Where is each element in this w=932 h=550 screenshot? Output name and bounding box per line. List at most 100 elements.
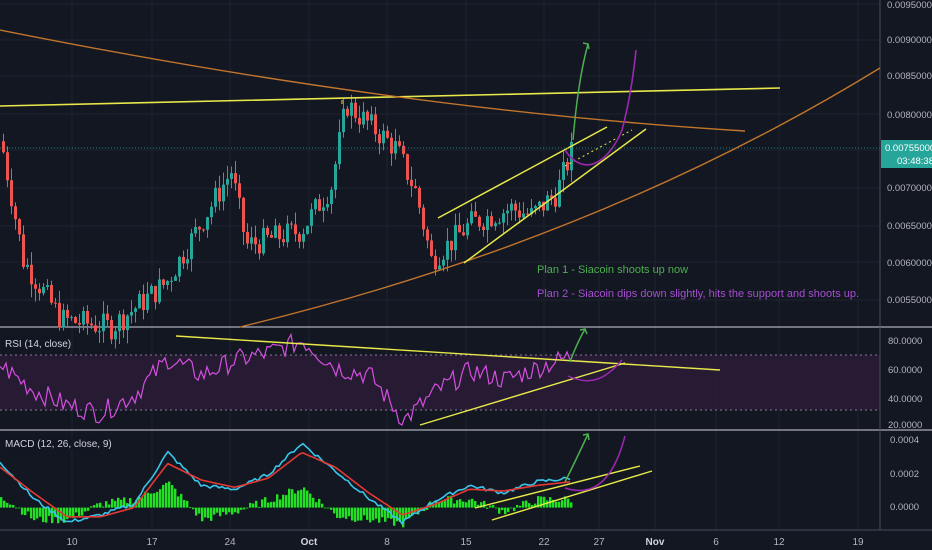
resistance-trendline[interactable] xyxy=(0,87,781,107)
candle-body xyxy=(218,187,221,202)
candle-body xyxy=(542,201,545,211)
macd-histogram-bar xyxy=(27,507,30,512)
macd-histogram-bar xyxy=(270,501,273,508)
candle-body xyxy=(462,232,465,236)
macd-histogram-bar xyxy=(0,497,3,508)
rsi-title[interactable]: RSI (14, close) xyxy=(5,339,71,350)
macd-histogram-bar xyxy=(186,500,189,508)
macd-histogram-bar xyxy=(441,500,444,508)
macd-histogram-bar xyxy=(462,501,465,508)
macd-histogram-bar xyxy=(507,507,510,513)
wedge-upper-line[interactable] xyxy=(437,126,608,219)
candle-body xyxy=(446,240,449,260)
candle-body xyxy=(354,102,357,118)
macd-pane: MACD (12, 26, close, 9) xyxy=(0,433,653,528)
macd-histogram-bar xyxy=(189,507,192,508)
candle-body xyxy=(434,255,437,270)
macd-histogram-bar xyxy=(288,488,291,508)
macd-histogram-bar xyxy=(12,504,15,508)
plan1-arrowhead-rsi xyxy=(579,328,588,335)
candle-body xyxy=(158,279,161,303)
time-tick-label: Nov xyxy=(646,537,665,548)
candle-body xyxy=(50,285,53,303)
macd-histogram-bar xyxy=(144,491,147,508)
wedge-lower-line[interactable] xyxy=(463,128,647,264)
plan2-arrow-rsi xyxy=(567,359,623,382)
candle-body xyxy=(22,234,25,268)
macd-histogram-bar xyxy=(147,492,150,508)
candle-body xyxy=(282,239,285,243)
candle-body xyxy=(390,137,393,154)
macd-histogram-bar xyxy=(354,507,357,522)
candle-body xyxy=(382,130,385,144)
macd-histogram-bar xyxy=(168,481,171,508)
candle-body xyxy=(418,188,421,208)
macd-histogram-bar xyxy=(555,501,558,508)
candle-body xyxy=(422,207,425,230)
macd-histogram-bar xyxy=(363,507,366,516)
candle-body xyxy=(470,211,473,224)
rsi-axis[interactable]: 80.0000 60.0000 40.0000 20.0000 xyxy=(888,336,922,431)
macd-upper-trendline[interactable] xyxy=(474,465,641,509)
macd-histogram-bar xyxy=(120,499,123,508)
candle-body xyxy=(538,201,541,207)
candle-body xyxy=(226,178,229,185)
macd-histogram-bar xyxy=(219,507,222,517)
candle-body xyxy=(38,288,41,294)
rsi-resistance-trendline[interactable] xyxy=(175,335,721,371)
rsi-support-trendline[interactable] xyxy=(419,362,626,426)
macd-histogram-bar xyxy=(243,507,246,510)
macd-histogram-bar xyxy=(240,507,243,510)
macd-histogram-bar xyxy=(192,507,195,510)
macd-histogram-bar xyxy=(231,507,234,515)
macd-histogram-bar xyxy=(99,502,102,508)
candle-body xyxy=(278,225,281,240)
macd-histogram-bar xyxy=(30,507,33,519)
candle-body xyxy=(18,219,21,235)
candle-body xyxy=(258,244,261,254)
macd-histogram-bar xyxy=(87,507,90,511)
macd-histogram-bar xyxy=(255,500,258,508)
plan1-arrowhead-macd xyxy=(582,433,590,441)
macd-histogram-bar xyxy=(396,507,399,522)
time-tick-label: 19 xyxy=(852,537,864,548)
time-axis[interactable]: 10 17 24 Oct 8 15 22 27 Nov 6 12 19 xyxy=(66,537,864,548)
macd-histogram-bar xyxy=(264,497,267,508)
ascending-curve-support[interactable] xyxy=(239,67,881,328)
candle-body xyxy=(166,280,169,285)
macd-histogram-bar xyxy=(336,507,339,518)
macd-histogram-bar xyxy=(459,499,462,508)
macd-histogram-bar xyxy=(324,507,327,509)
candle-body xyxy=(186,259,189,264)
macd-axis[interactable]: 0.0004 0.0002 0.0000 xyxy=(890,435,919,513)
macd-histogram-bar xyxy=(561,500,564,508)
macd-lower-trendline[interactable] xyxy=(491,470,653,521)
candle-body xyxy=(566,162,569,171)
macd-histogram-bar xyxy=(381,507,384,518)
macd-histogram-bar xyxy=(372,507,375,521)
plan1-arrowhead-price xyxy=(582,42,590,50)
macd-histogram-bar xyxy=(111,498,114,508)
candle-body xyxy=(234,173,237,184)
macd-title[interactable]: MACD (12, 26, close, 9) xyxy=(5,439,112,450)
macd-histogram-bar xyxy=(402,507,405,528)
signal-line xyxy=(0,452,571,518)
candle-body xyxy=(334,164,337,190)
candle-body xyxy=(214,187,217,207)
candle-body xyxy=(458,224,461,233)
plan2-arrow-price xyxy=(564,49,637,166)
candle-body xyxy=(314,199,317,210)
macd-histogram-bar xyxy=(495,507,498,509)
rsi-title-bg xyxy=(2,336,64,350)
macd-histogram-bar xyxy=(75,507,78,513)
candle-body xyxy=(206,217,209,230)
macd-histogram-bar xyxy=(180,493,183,508)
candle-body xyxy=(46,285,49,287)
descending-curve-trendline[interactable] xyxy=(0,29,746,132)
macd-histogram-bar xyxy=(267,502,270,508)
